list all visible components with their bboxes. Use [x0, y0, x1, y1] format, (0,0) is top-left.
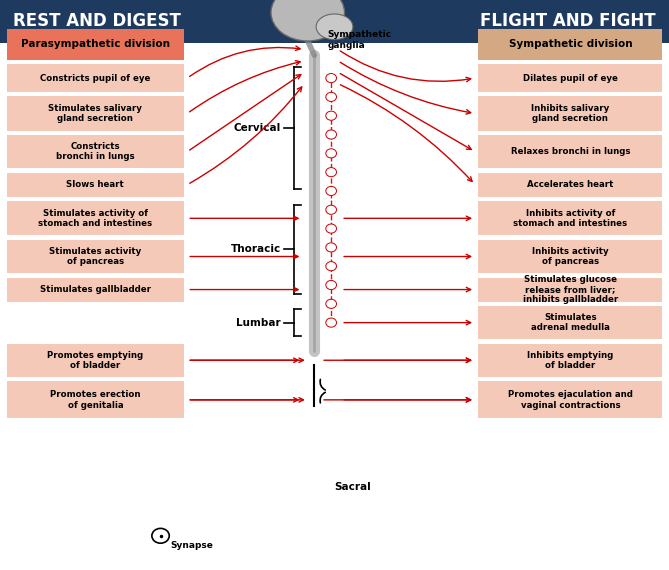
Text: Dilates pupil of eye: Dilates pupil of eye — [523, 74, 617, 83]
FancyBboxPatch shape — [7, 173, 184, 197]
FancyBboxPatch shape — [7, 240, 184, 273]
FancyBboxPatch shape — [7, 64, 184, 92]
FancyBboxPatch shape — [478, 306, 662, 339]
Circle shape — [326, 168, 337, 177]
Text: Inhibits activity
of pancreas: Inhibits activity of pancreas — [532, 247, 609, 266]
Circle shape — [326, 318, 337, 327]
FancyBboxPatch shape — [7, 28, 184, 60]
Text: Sympathetic
ganglia: Sympathetic ganglia — [328, 30, 392, 50]
Text: Stimulates activity
of pancreas: Stimulates activity of pancreas — [50, 247, 141, 266]
Circle shape — [326, 280, 337, 290]
FancyBboxPatch shape — [478, 344, 662, 377]
Circle shape — [326, 74, 337, 83]
Circle shape — [326, 299, 337, 308]
Circle shape — [326, 92, 337, 101]
Text: Parasympathetic division: Parasympathetic division — [21, 39, 170, 49]
Text: REST AND DIGEST: REST AND DIGEST — [13, 13, 181, 30]
Ellipse shape — [316, 14, 353, 40]
Text: Stimulates glucose
release from liver;
inhibits gallbladder: Stimulates glucose release from liver; i… — [522, 275, 618, 304]
FancyBboxPatch shape — [7, 278, 184, 302]
Circle shape — [326, 262, 337, 271]
FancyBboxPatch shape — [7, 135, 184, 168]
Circle shape — [326, 149, 337, 158]
FancyBboxPatch shape — [7, 201, 184, 235]
Circle shape — [326, 130, 337, 139]
FancyBboxPatch shape — [7, 96, 184, 131]
FancyBboxPatch shape — [478, 173, 662, 197]
Text: Relaxes bronchi in lungs: Relaxes bronchi in lungs — [510, 147, 630, 156]
Text: Cervical: Cervical — [233, 123, 281, 133]
Text: Slows heart: Slows heart — [66, 180, 124, 189]
Text: FLIGHT AND FIGHT: FLIGHT AND FIGHT — [480, 13, 656, 30]
FancyBboxPatch shape — [0, 0, 669, 43]
Text: Accelerates heart: Accelerates heart — [527, 180, 613, 189]
FancyBboxPatch shape — [478, 96, 662, 131]
Text: Thoracic: Thoracic — [231, 245, 281, 254]
Circle shape — [326, 224, 337, 233]
Text: Lumbar: Lumbar — [236, 317, 281, 328]
FancyBboxPatch shape — [7, 381, 184, 418]
Text: Synapse: Synapse — [171, 542, 213, 551]
Text: Constricts
bronchi in lungs: Constricts bronchi in lungs — [56, 142, 134, 161]
Text: Inhibits salivary
gland secretion: Inhibits salivary gland secretion — [531, 104, 609, 123]
Text: Constricts pupil of eye: Constricts pupil of eye — [40, 74, 151, 83]
FancyBboxPatch shape — [478, 278, 662, 302]
Text: Inhibits emptying
of bladder: Inhibits emptying of bladder — [527, 351, 613, 370]
FancyBboxPatch shape — [478, 201, 662, 235]
Text: Stimulates activity of
stomach and intestines: Stimulates activity of stomach and intes… — [38, 209, 153, 228]
Text: Promotes erection
of genitalia: Promotes erection of genitalia — [50, 390, 140, 410]
FancyBboxPatch shape — [478, 135, 662, 168]
FancyBboxPatch shape — [478, 64, 662, 92]
Text: Promotes ejaculation and
vaginal contractions: Promotes ejaculation and vaginal contrac… — [508, 390, 633, 410]
FancyBboxPatch shape — [478, 28, 662, 60]
Circle shape — [326, 186, 337, 196]
Text: Inhibits activity of
stomach and intestines: Inhibits activity of stomach and intesti… — [513, 209, 628, 228]
Text: Stimulates gallbladder: Stimulates gallbladder — [40, 285, 151, 294]
Circle shape — [152, 528, 169, 543]
Text: Sacral: Sacral — [334, 482, 371, 492]
Circle shape — [326, 243, 337, 252]
FancyBboxPatch shape — [7, 344, 184, 377]
Text: Stimulates salivary
gland secretion: Stimulates salivary gland secretion — [48, 104, 142, 123]
Text: Sympathetic division: Sympathetic division — [508, 39, 632, 49]
Ellipse shape — [271, 0, 345, 41]
Circle shape — [326, 111, 337, 120]
Circle shape — [326, 205, 337, 214]
Text: Stimulates
adrenal medulla: Stimulates adrenal medulla — [531, 313, 609, 332]
FancyBboxPatch shape — [478, 240, 662, 273]
Text: Promotes emptying
of bladder: Promotes emptying of bladder — [47, 351, 143, 370]
FancyBboxPatch shape — [478, 381, 662, 418]
